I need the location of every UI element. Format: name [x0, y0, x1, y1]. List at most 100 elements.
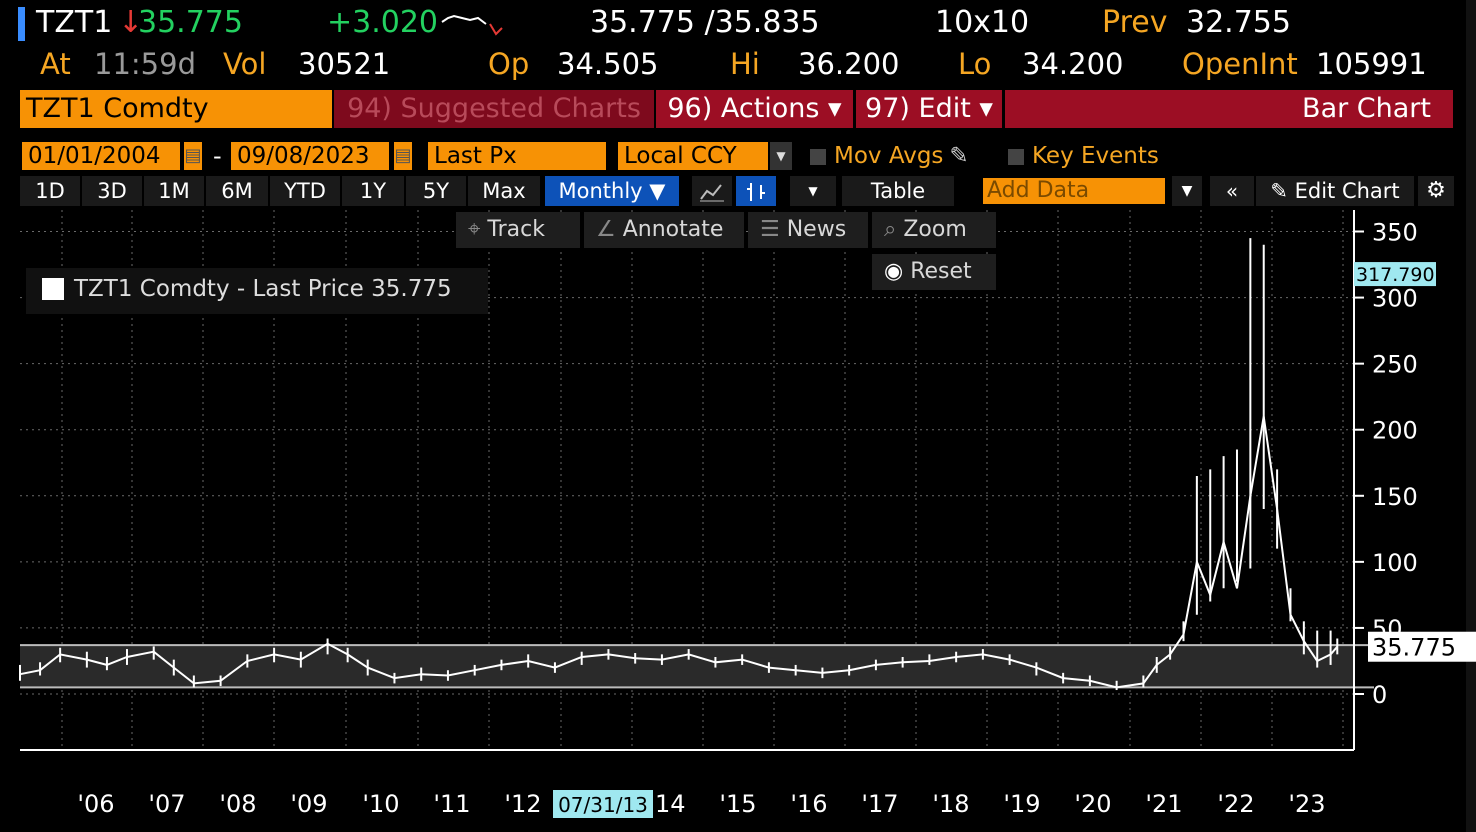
news-label: News: [786, 217, 847, 242]
mov-avgs-checkbox[interactable]: [810, 148, 826, 165]
security-field[interactable]: TZT1 Comdty: [20, 90, 332, 128]
chart-type-text: Bar Chart: [1302, 93, 1431, 124]
track-label: Track: [487, 217, 545, 242]
add-data-dropdown-icon[interactable]: ▼: [1172, 176, 1202, 206]
edit-chart-button[interactable]: ✎ Edit Chart: [1256, 176, 1414, 206]
actions-menu[interactable]: 96) Actions ▾: [656, 90, 853, 128]
x-tick-label: '11: [433, 790, 470, 818]
x-tick-label: '10: [362, 790, 399, 818]
y-tick-label: 300: [1372, 285, 1418, 313]
prev-label: Prev: [1102, 5, 1168, 40]
settings-gear-icon[interactable]: ⚙: [1418, 176, 1454, 206]
annotate-label: Annotate: [622, 217, 724, 242]
period-3d[interactable]: 3D: [82, 176, 142, 206]
time-value: 11:59d: [94, 47, 196, 81]
y-tick-label: 150: [1372, 483, 1418, 511]
x-tick-label: '16: [790, 790, 827, 818]
y-tick-label: 0: [1372, 681, 1387, 709]
period-5y[interactable]: 5Y: [406, 176, 466, 206]
suggested-charts-button[interactable]: 94) Suggested Charts: [334, 90, 654, 128]
y-tick-label: 200: [1372, 417, 1418, 445]
date-separator: -: [213, 142, 222, 170]
hi-value: 36.200: [798, 47, 900, 81]
key-events-label: Key Events: [1032, 143, 1159, 169]
annotate-icon: ∠: [596, 217, 623, 242]
news-button[interactable]: ☰ News: [748, 212, 868, 248]
start-date-field[interactable]: 01/01/2004: [22, 142, 180, 170]
last-value-label: 35.775: [1372, 634, 1456, 662]
collapse-icon[interactable]: «: [1210, 176, 1254, 206]
price-line: [19, 416, 1339, 689]
y-tick-label: 350: [1372, 219, 1418, 247]
x-tick-label: '06: [77, 790, 114, 818]
pencil-icon[interactable]: ✎: [949, 143, 969, 169]
reset-button[interactable]: ◉ Reset: [872, 254, 996, 290]
currency-select[interactable]: Local CCY: [618, 142, 768, 170]
bar-chart-icon[interactable]: [736, 176, 776, 206]
x-tick-label: '21: [1145, 790, 1182, 818]
edit-chart-label: Edit Chart: [1294, 179, 1400, 203]
last-price: 35.775: [138, 5, 243, 40]
x-tick-label: '07: [148, 790, 185, 818]
edit-label: 97) Edit ▾: [865, 93, 993, 124]
edit-menu[interactable]: 97) Edit ▾: [856, 90, 1002, 128]
x-tick-label: '09: [290, 790, 327, 818]
period-1m[interactable]: 1M: [144, 176, 204, 206]
prev-value: 32.755: [1186, 5, 1291, 40]
down-arrow-icon: ↓: [118, 5, 144, 40]
x-tick-label: '20: [1074, 790, 1111, 818]
ticker-indicator: [18, 7, 25, 41]
period-max[interactable]: Max: [468, 176, 540, 206]
currency-dropdown-icon[interactable]: ▼: [770, 142, 792, 170]
chart-type-label: Bar Chart: [1005, 90, 1453, 128]
x-tick-label: '17: [861, 790, 898, 818]
x-tick-label: '08: [219, 790, 256, 818]
last-value-box: [1368, 631, 1476, 662]
legend-text: TZT1 Comdty - Last Price 35.775: [74, 276, 452, 302]
x-tick-label: '22: [1217, 790, 1254, 818]
key-events-toggle[interactable]: Key Events: [1008, 142, 1159, 170]
period-ytd[interactable]: YTD: [270, 176, 340, 206]
crosshair-icon: ⌖: [468, 217, 488, 242]
suggested-charts-label: 94) Suggested Charts: [347, 93, 641, 124]
side-scrollbar[interactable]: [1466, 0, 1476, 832]
openint-label: OpenInt: [1182, 47, 1298, 81]
hi-label: Hi: [730, 47, 760, 81]
price-field-select[interactable]: Last Px: [428, 142, 606, 170]
line-chart-icon[interactable]: [692, 176, 732, 206]
range-band: [20, 645, 1354, 688]
reset-label: Reset: [910, 259, 972, 284]
period-1d[interactable]: 1D: [20, 176, 80, 206]
end-date-field[interactable]: 09/08/2023: [231, 142, 389, 170]
frequency-select[interactable]: Monthly ▼: [545, 176, 679, 206]
openint-value: 105991: [1316, 47, 1427, 81]
bid-ask-size: 10x10: [935, 5, 1030, 40]
start-calendar-icon[interactable]: ▤: [184, 142, 202, 170]
zoom-button[interactable]: ⌕ Zoom: [872, 212, 996, 248]
legend-box: [26, 268, 488, 314]
annotate-button[interactable]: ∠ Annotate: [584, 212, 744, 248]
lo-value: 34.200: [1022, 47, 1124, 81]
mov-avgs-label: Mov Avgs: [834, 143, 944, 169]
at-label: At: [40, 47, 71, 81]
period-1y[interactable]: 1Y: [342, 176, 404, 206]
security-label: TZT1 Comdty: [26, 93, 209, 124]
legend-swatch: [42, 278, 64, 300]
end-calendar-icon[interactable]: ▤: [394, 142, 412, 170]
reset-icon: ◉: [884, 259, 911, 284]
actions-label: 96) Actions ▾: [667, 93, 842, 124]
period-6m[interactable]: 6M: [206, 176, 268, 206]
op-value: 34.505: [557, 47, 659, 81]
news-icon: ☰: [760, 217, 787, 242]
x-tick-label: '23: [1288, 790, 1325, 818]
ticker[interactable]: TZT1: [36, 5, 113, 40]
x-tick-label: '18: [932, 790, 969, 818]
track-button[interactable]: ⌖ Track: [456, 212, 580, 248]
table-button[interactable]: Table: [842, 176, 954, 206]
mov-avgs-toggle[interactable]: Mov Avgs ✎: [810, 142, 969, 170]
add-data-input[interactable]: Add Data: [983, 178, 1165, 204]
chart-style-dropdown-icon[interactable]: ▼: [790, 176, 836, 206]
x-tick-label: '15: [719, 790, 756, 818]
key-events-checkbox[interactable]: [1008, 148, 1024, 165]
x-tick-label: '14: [648, 790, 685, 818]
